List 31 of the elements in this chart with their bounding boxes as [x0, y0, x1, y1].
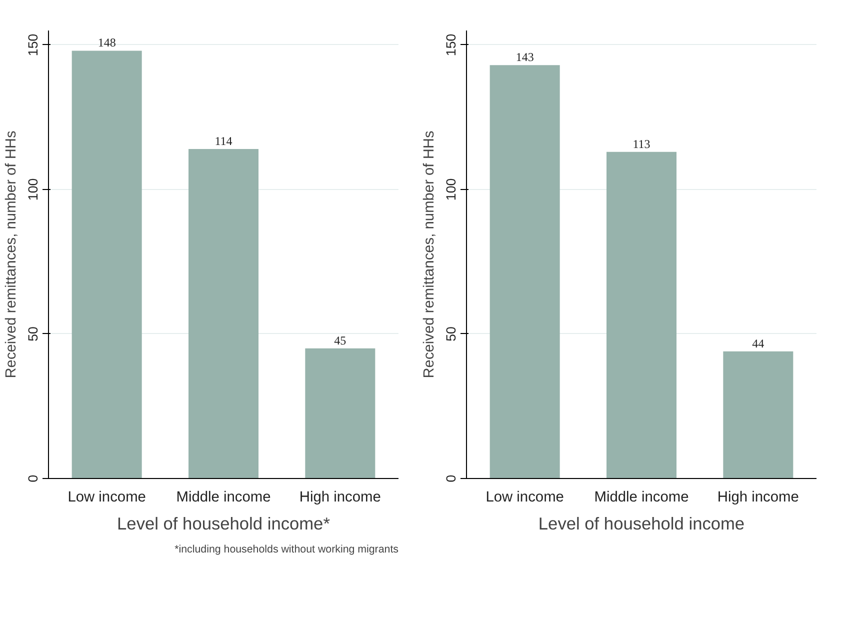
x-tick-label: Middle income: [594, 490, 689, 506]
data-label: 44: [752, 336, 764, 350]
bar: [490, 65, 560, 478]
y-tick-label: 0: [444, 474, 458, 482]
y-tick-label: 150: [444, 34, 458, 56]
y-tick-label: 100: [26, 178, 40, 201]
data-label: 45: [334, 333, 346, 348]
bar: [72, 50, 142, 478]
text: *including households without working migrants: [174, 544, 398, 556]
bar: [188, 149, 258, 478]
y-tick-label: 0: [26, 474, 40, 482]
x-axis-title: Level of household income*: [117, 514, 330, 534]
bar: [723, 351, 794, 478]
x-tick-label: Middle income: [176, 490, 271, 506]
x-tick-label: High income: [299, 490, 381, 506]
data-label: 143: [516, 50, 534, 64]
y-tick-label: 100: [444, 178, 458, 201]
y-tick-label: 50: [26, 326, 40, 342]
x-tick-label: High income: [717, 490, 799, 506]
y-axis-title: Received remittances, number of HHs: [4, 130, 20, 378]
y-tick-label: 150: [26, 34, 40, 56]
bar: [606, 152, 676, 478]
y-axis-title: Received remittances, number of HHs: [422, 130, 438, 378]
data-label: 148: [98, 36, 116, 50]
bar: [305, 348, 376, 478]
y-tick-label: 50: [444, 326, 458, 342]
x-tick-label: Low income: [68, 490, 146, 506]
data-label: 113: [632, 136, 650, 151]
x-axis-title: Level of household income: [538, 514, 745, 534]
x-tick-label: Low income: [486, 490, 564, 506]
data-label: 114: [214, 134, 232, 148]
